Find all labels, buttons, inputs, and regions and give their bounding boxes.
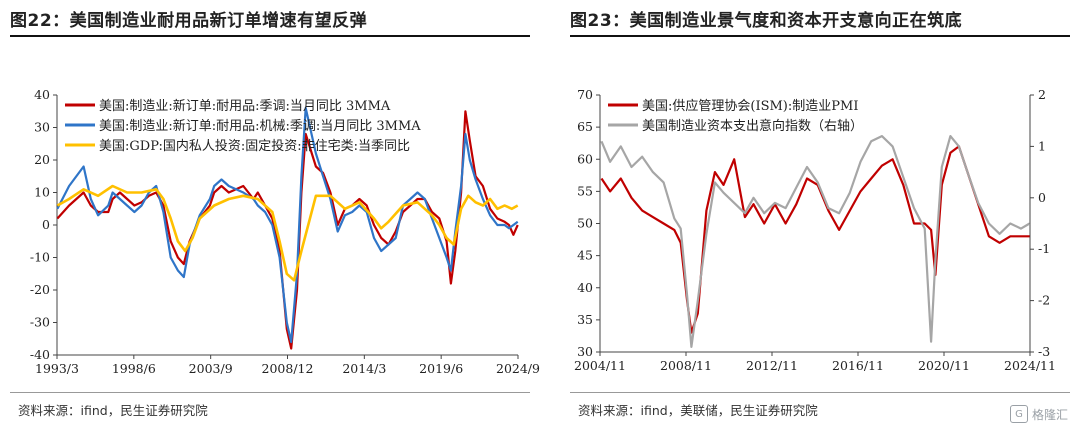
left-source-divider xyxy=(10,392,530,393)
left-series-line-3 xyxy=(56,184,519,282)
left-y-tick-label: -30 xyxy=(30,315,50,330)
right-y2-tick-label: 0 xyxy=(1038,190,1046,205)
right-y-tick-label: 50 xyxy=(577,216,593,231)
left-y-tick-label: 20 xyxy=(34,152,50,167)
left-x-tick-label: 1998/6 xyxy=(112,361,156,376)
right-series-line-2 xyxy=(600,134,1031,348)
left-y-tick-label: -20 xyxy=(30,282,50,297)
left-x-tick-label: 2003/9 xyxy=(189,361,233,376)
left-y-tick-label: -40 xyxy=(30,347,50,362)
left-x-tick-label: 2019/6 xyxy=(419,361,463,376)
right-chart-source: 资料来源：ifind，美联储，民生证券研究院 xyxy=(578,403,818,418)
left-legend-label-2: 美国:制造业:新订单:耐用品:机械:季调:当月同比 3MMA xyxy=(99,118,421,134)
right-y-tick-label: 35 xyxy=(577,312,593,327)
right-legend-label-1: 美国:供应管理协会(ISM):制造业PMI xyxy=(642,98,858,114)
right-chart: 30 35 40 45 50 55 60 65 70 -3 -2 -1 0 1 2 2004/11 2008/1… xyxy=(574,87,1056,373)
watermark-text: 格隆汇 xyxy=(1031,407,1068,422)
left-chart-title: 图22：美国制造业耐用品新订单增速有望反弹 xyxy=(10,11,368,31)
right-title-divider xyxy=(570,35,1070,37)
left-x-tick-label: 2014/3 xyxy=(342,361,386,376)
right-x-tick-label: 2012/11 xyxy=(746,358,798,373)
left-x-tick-label: 1993/3 xyxy=(35,361,79,376)
right-y2-tick-label: -1 xyxy=(1038,241,1050,256)
right-y-tick-label: 55 xyxy=(577,183,593,198)
right-y2-tick-label: 2 xyxy=(1038,87,1046,102)
left-y-tick-label: 30 xyxy=(34,120,50,135)
left-chart: -40 -30 -20 -10 0 10 20 30 40 1993/3 1998/6 2003/9 2… xyxy=(30,87,540,376)
right-x-tick-label: 2008/11 xyxy=(660,358,712,373)
right-y-tick-label: 70 xyxy=(577,87,593,102)
right-chart-title: 图23：美国制造业景气度和资本开支意向正在筑底 xyxy=(570,11,963,31)
left-x-tick-label: 2008/12 xyxy=(262,361,314,376)
left-y-tick-label: 10 xyxy=(34,185,50,200)
right-y2-tick-label: -3 xyxy=(1038,344,1050,359)
right-x-tick-label: 2024/11 xyxy=(1004,358,1056,373)
right-y-tick-label: 60 xyxy=(577,151,593,166)
right-series-line-1 xyxy=(600,145,1030,334)
right-y-tick-label: 40 xyxy=(577,280,593,295)
left-y-tick-label: 40 xyxy=(34,87,50,102)
gelonghui-logo-icon: G xyxy=(1009,405,1028,423)
right-x-tick-label: 2004/11 xyxy=(574,358,626,373)
right-y2-tick-label: -2 xyxy=(1038,293,1050,308)
right-x-tick-label: 2020/11 xyxy=(918,358,970,373)
left-series-line-2 xyxy=(56,106,519,344)
right-source-divider xyxy=(570,392,1070,393)
right-y-tick-label: 30 xyxy=(577,344,593,359)
left-y-tick-label: 0 xyxy=(42,217,50,232)
right-y2-tick-label: 1 xyxy=(1038,138,1046,153)
right-y-tick-label: 45 xyxy=(577,248,593,263)
left-chart-source: 资料来源：ifind，民生证券研究院 xyxy=(18,403,208,418)
left-chart-panel: 图22：美国制造业耐用品新订单增速有望反弹 -40 -30 -20 -10 0 10 20 3… xyxy=(10,11,540,418)
left-legend-label-3: 美国:GDP:国内私人投资:固定投资:非住宅类:当季同比 xyxy=(99,138,410,154)
right-y-tick-label: 65 xyxy=(577,119,593,134)
watermark: G 格隆汇 xyxy=(1009,405,1068,423)
right-x-tick-label: 2016/11 xyxy=(832,358,884,373)
left-legend-label-1: 美国:制造业:新订单:耐用品:季调:当月同比 3MMA xyxy=(99,98,391,114)
left-x-tick-label: 2024/9 xyxy=(496,361,540,376)
left-title-divider xyxy=(10,35,530,37)
right-legend-label-2: 美国制造业资本支出意向指数（右轴） xyxy=(642,118,863,134)
left-y-tick-label: -10 xyxy=(30,250,50,265)
right-chart-panel: 图23：美国制造业景气度和资本开支意向正在筑底 30 35 40 45 50 55 60 65… xyxy=(560,0,1080,435)
